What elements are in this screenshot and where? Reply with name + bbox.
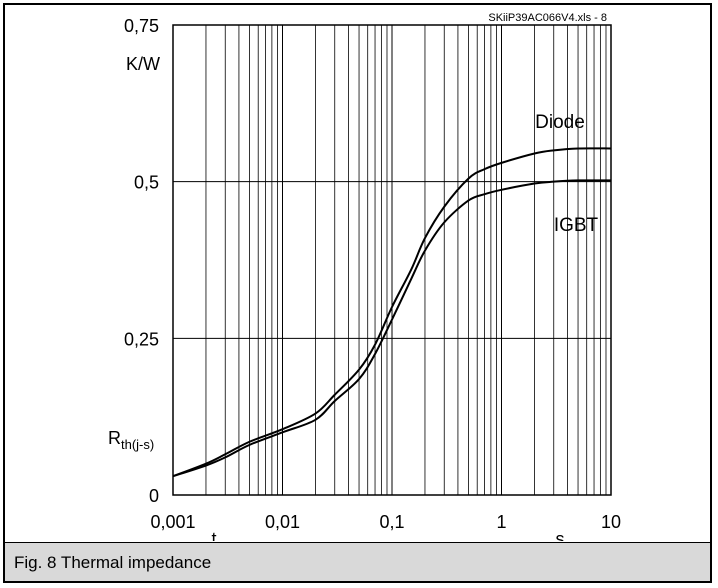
y-unit-label: K/W bbox=[126, 54, 160, 74]
series-line-diode bbox=[172, 147, 612, 478]
y-tick-label: 0,25 bbox=[124, 329, 159, 349]
x-tick-label: 0,1 bbox=[379, 512, 404, 532]
plot-border bbox=[172, 24, 612, 496]
series-label-igbt: IGBT bbox=[554, 215, 599, 236]
y-tick-label: 0,75 bbox=[124, 16, 159, 36]
thermal-impedance-chart: Diode IGBT SKiiP39AC066V4.xls - 8 0 0,25 0,5 0… bbox=[108, 12, 621, 541]
source-file-label: SKiiP39AC066V4.xls - 8 bbox=[488, 12, 607, 24]
figure-caption: Fig. 8 Thermal impedance bbox=[5, 542, 710, 581]
x-tick-label: 10 bbox=[601, 512, 621, 532]
x-tick-label: 0,01 bbox=[265, 512, 300, 532]
x-axis-label: t bbox=[211, 529, 216, 541]
y-tick-label: 0 bbox=[149, 486, 159, 506]
y-axis-label: Rth(j-s) bbox=[108, 428, 154, 452]
x-tick-label: 0,001 bbox=[150, 512, 195, 532]
y-tick-label: 0,5 bbox=[134, 173, 159, 193]
series-line-igbt bbox=[172, 179, 612, 478]
x-tick-label: 1 bbox=[496, 512, 506, 532]
figure-frame: Diode IGBT SKiiP39AC066V4.xls - 8 0 0,25 0,5 0… bbox=[3, 3, 712, 583]
chart-area: Diode IGBT SKiiP39AC066V4.xls - 8 0 0,25 0,5 0… bbox=[5, 5, 710, 541]
series-label-diode: Diode bbox=[535, 112, 585, 133]
x-unit-label: s bbox=[556, 529, 565, 541]
y-axis-label-subscript: th(j-s) bbox=[121, 437, 154, 452]
